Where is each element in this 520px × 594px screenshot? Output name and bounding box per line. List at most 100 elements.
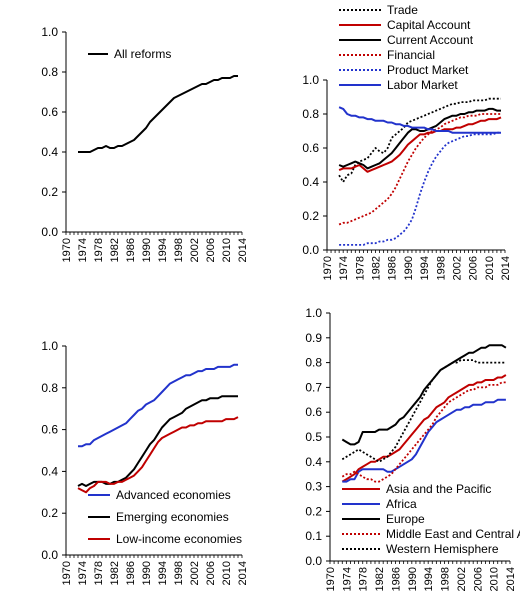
y-tick-label: 0.4	[305, 455, 322, 469]
legend-label: Product Market	[387, 63, 469, 77]
x-tick-label: 2014	[237, 238, 249, 262]
y-tick-label: 0.0	[305, 554, 322, 568]
series-line-trade	[338, 97, 501, 183]
x-tick-label: 1994	[157, 561, 169, 585]
x-tick-label: 2010	[221, 238, 233, 262]
series-line-all-reforms	[78, 75, 238, 153]
series-line-asia-and-the-pacific	[341, 374, 507, 483]
legend-label: Europe	[386, 512, 425, 526]
x-tick-label: 2010	[489, 567, 501, 591]
legend-label: Current Account	[387, 33, 474, 47]
y-tick-label: 0.0	[41, 225, 58, 239]
y-tick-label: 0.8	[41, 381, 58, 395]
y-tick-label: 0.9	[305, 331, 322, 345]
x-tick-label: 1998	[440, 567, 452, 591]
legend-label: Low-income economies	[116, 532, 242, 546]
y-tick-label: 0.6	[305, 405, 322, 419]
x-tick-label: 1978	[358, 567, 370, 591]
y-tick-label: 1.0	[305, 306, 322, 320]
y-tick-label: 0.4	[41, 145, 58, 159]
x-tick-label: 2002	[189, 561, 201, 585]
y-tick-label: 0.5	[305, 430, 322, 444]
legend-label: Middle East and Central Asia	[386, 527, 520, 541]
series-line-labor-market	[338, 106, 501, 134]
x-tick-label: 1970	[61, 561, 73, 585]
series-line-current-account	[338, 107, 501, 170]
y-tick-label: 1.0	[41, 25, 58, 39]
series-line-western-hemisphere	[341, 359, 506, 463]
x-tick-label: 1994	[157, 238, 169, 262]
legend-label: Capital Account	[387, 18, 471, 32]
x-tick-label: 2010	[484, 256, 496, 280]
x-tick-label: 2014	[500, 256, 512, 280]
x-tick-label: 1974	[77, 238, 89, 262]
x-tick-label: 1990	[141, 561, 153, 585]
x-tick-label: 1998	[173, 561, 185, 585]
y-tick-label: 0.2	[41, 185, 58, 199]
series-line-middle-east-and-central-asia	[341, 381, 506, 483]
x-tick-label: 1978	[93, 238, 105, 262]
x-tick-label: 1998	[435, 256, 447, 280]
series-line-capital-account	[338, 116, 502, 173]
x-tick-label: 1982	[109, 238, 121, 262]
series-line-emerging-economies	[77, 395, 238, 487]
y-tick-label: 0.2	[302, 209, 319, 223]
y-tick-label: 0.8	[302, 107, 319, 121]
x-tick-label: 1998	[173, 238, 185, 262]
legend-label: All reforms	[114, 47, 171, 61]
x-tick-label: 2002	[189, 238, 201, 262]
x-tick-label: 2002	[451, 256, 463, 280]
x-tick-label: 2006	[472, 567, 484, 591]
x-tick-label: 1994	[423, 567, 435, 591]
x-tick-label: 2010	[221, 561, 233, 585]
series-line-africa	[342, 398, 506, 483]
series-line-advanced-economies	[78, 363, 238, 448]
y-tick-label: 0.2	[41, 506, 58, 520]
x-tick-label: 1974	[77, 561, 89, 585]
x-tick-label: 1986	[387, 256, 399, 280]
y-tick-label: 0.6	[41, 105, 58, 119]
y-tick-label: 0.3	[305, 480, 322, 494]
y-tick-label: 0.0	[41, 548, 58, 562]
legend-label: Labor Market	[387, 78, 458, 92]
x-tick-label: 1970	[325, 567, 337, 591]
x-tick-label: 1982	[109, 561, 121, 585]
y-tick-label: 0.7	[305, 380, 322, 394]
chart-panel-1: 0.0 0.2 0.4 0.6 0.8 1.0 1970 1974 1978 1982 1986 19…	[41, 25, 249, 262]
legend-label: Western Hemisphere	[386, 542, 499, 556]
x-tick-label: 1982	[374, 567, 386, 591]
x-tick-label: 1990	[407, 567, 419, 591]
x-tick-label: 1978	[93, 561, 105, 585]
y-tick-label: 1.0	[41, 339, 58, 353]
legend-label: Africa	[386, 497, 417, 511]
x-tick-label: 2014	[505, 567, 517, 591]
x-tick-label: 2006	[468, 256, 480, 280]
y-tick-label: 0.6	[41, 423, 58, 437]
legend: Advanced economies Emerging economies Low-…	[88, 488, 242, 546]
x-tick-label: 1970	[61, 238, 73, 262]
x-tick-label: 1986	[125, 238, 137, 262]
legend-label: Advanced economies	[116, 488, 231, 502]
series-line-product-market	[339, 131, 501, 246]
x-tick-label: 1994	[419, 256, 431, 280]
chart-panel-4: 0.0 0.1 0.2 0.3 0.4 0.5 0.6 0.7 0.8 0.9 1.0 1970 197…	[305, 306, 520, 591]
chart-panel-2: 0.0 0.2 0.4 0.6 0.8 1.0 1970 1974 1978 1982 1986 19…	[302, 3, 512, 280]
series-line-low-income-economies	[77, 416, 239, 494]
y-tick-label: 0.6	[302, 141, 319, 155]
y-tick-label: 0.8	[305, 356, 322, 370]
x-tick-label: 2002	[456, 567, 468, 591]
x-tick-label: 1990	[403, 256, 415, 280]
y-tick-label: 0.2	[305, 504, 322, 518]
x-tick-label: 2006	[205, 238, 217, 262]
legend-label: Financial	[387, 48, 435, 62]
x-tick-label: 1986	[390, 567, 402, 591]
x-tick-label: 2006	[205, 561, 217, 585]
x-tick-label: 1982	[371, 256, 383, 280]
x-tick-label: 2014	[237, 561, 249, 585]
legend-label: Trade	[387, 3, 418, 17]
y-tick-label: 0.8	[41, 65, 58, 79]
y-tick-label: 0.0	[302, 243, 319, 257]
